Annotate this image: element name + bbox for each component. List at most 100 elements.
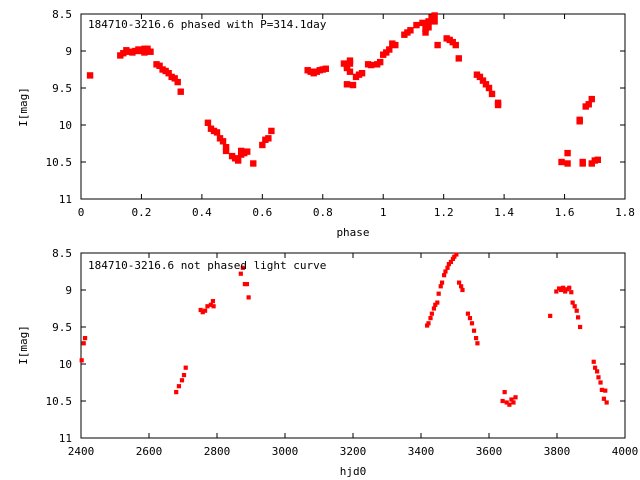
data-point bbox=[467, 316, 473, 321]
data-point bbox=[219, 138, 227, 145]
data-point bbox=[211, 304, 216, 309]
data-point bbox=[174, 78, 181, 86]
data-point bbox=[570, 300, 575, 305]
data-point bbox=[574, 308, 579, 313]
phased-light-curve-plot: 0 0.2 0.4 0.6 0.8 1 1.2 1.4 1.6 1.8 8.5 9 9.5 10 10.5 1… bbox=[17, 8, 635, 239]
data-point bbox=[599, 387, 604, 392]
data-point bbox=[603, 388, 608, 393]
data-point bbox=[502, 390, 507, 395]
x-tick-label: 0 bbox=[78, 206, 85, 219]
data-point bbox=[563, 289, 568, 294]
data-point bbox=[377, 58, 384, 66]
data-point bbox=[465, 311, 471, 316]
x-tick-label: 2600 bbox=[136, 445, 163, 458]
x-tick-label: 0.6 bbox=[252, 206, 272, 219]
data-point bbox=[588, 95, 595, 103]
x-tick-label: 2800 bbox=[204, 445, 231, 458]
data-point bbox=[455, 55, 462, 62]
data-point bbox=[428, 316, 433, 321]
data-point bbox=[585, 101, 592, 108]
x-tick-label: 3600 bbox=[476, 445, 503, 458]
data-point bbox=[446, 262, 451, 267]
data-point bbox=[598, 380, 603, 385]
data-point bbox=[425, 323, 430, 328]
data-point bbox=[500, 398, 505, 404]
data-points bbox=[79, 252, 609, 407]
data-point bbox=[147, 48, 154, 55]
axis-ticks: 2400 2600 2800 3000 3200 3400 3600 3800 4000 8.5 9… bbox=[46, 247, 639, 458]
data-point bbox=[358, 70, 366, 77]
data-point bbox=[475, 341, 480, 346]
data-point bbox=[265, 135, 272, 142]
y-tick-label: 11 bbox=[59, 193, 72, 206]
data-point bbox=[482, 81, 490, 88]
data-point bbox=[413, 21, 420, 29]
y-tick-label: 10 bbox=[59, 358, 72, 371]
x-tick-label: 4000 bbox=[612, 445, 639, 458]
x-tick-label: 3200 bbox=[340, 445, 367, 458]
data-point bbox=[507, 402, 512, 407]
data-point bbox=[471, 328, 477, 333]
data-point bbox=[513, 395, 518, 400]
data-point bbox=[426, 321, 431, 326]
data-point bbox=[456, 280, 462, 285]
x-tick-label: 3000 bbox=[272, 445, 299, 458]
plot-title: 184710-3216.6 phased with P=314.1day bbox=[88, 18, 327, 31]
data-point bbox=[82, 336, 88, 341]
data-point bbox=[203, 308, 208, 313]
data-point bbox=[554, 289, 559, 294]
data-point bbox=[176, 384, 182, 389]
data-point bbox=[213, 129, 221, 136]
data-point bbox=[558, 287, 564, 293]
y-tick-label: 9.5 bbox=[52, 82, 72, 95]
data-point bbox=[476, 73, 484, 81]
data-point bbox=[504, 400, 509, 405]
data-point bbox=[443, 269, 448, 274]
plot-frame bbox=[80, 13, 626, 200]
data-point bbox=[509, 397, 514, 402]
data-point bbox=[392, 41, 399, 49]
data-point bbox=[473, 336, 479, 341]
data-point bbox=[419, 19, 426, 27]
data-point bbox=[346, 60, 354, 67]
x-tick-label: 1.6 bbox=[555, 206, 575, 219]
x-tick-label: 1.8 bbox=[615, 206, 635, 219]
data-point bbox=[343, 64, 351, 72]
data-point bbox=[181, 373, 187, 378]
data-point bbox=[558, 158, 565, 166]
data-point bbox=[210, 299, 216, 304]
data-point bbox=[431, 18, 438, 25]
data-point bbox=[81, 341, 86, 346]
x-axis-label: hjd0 bbox=[340, 465, 367, 478]
x-tick-label: 1 bbox=[380, 206, 387, 219]
data-point bbox=[460, 287, 465, 293]
data-point bbox=[576, 116, 583, 124]
data-point bbox=[322, 65, 329, 72]
data-point bbox=[79, 358, 84, 363]
data-point bbox=[433, 302, 438, 307]
data-point bbox=[561, 285, 566, 290]
data-point bbox=[425, 18, 432, 25]
data-point bbox=[205, 304, 210, 309]
data-point bbox=[601, 396, 607, 401]
y-tick-label: 10.5 bbox=[46, 395, 73, 408]
data-point bbox=[592, 365, 598, 370]
data-point bbox=[435, 300, 440, 305]
data-point bbox=[268, 127, 275, 135]
data-point bbox=[177, 88, 184, 95]
data-point bbox=[434, 41, 441, 49]
data-point bbox=[431, 306, 437, 311]
x-tick-label: 3400 bbox=[408, 445, 435, 458]
data-point bbox=[174, 390, 179, 395]
data-point bbox=[595, 369, 600, 374]
data-point bbox=[222, 144, 230, 151]
data-point bbox=[439, 280, 445, 285]
data-point bbox=[425, 24, 432, 31]
data-point bbox=[450, 256, 456, 262]
x-tick-label: 0.8 bbox=[313, 206, 333, 219]
data-point bbox=[422, 29, 429, 36]
y-axis-label: I[mag] bbox=[17, 325, 30, 365]
data-point bbox=[575, 315, 581, 320]
data-point bbox=[572, 304, 577, 309]
plot-title: 184710-3216.6 not phased light curve bbox=[88, 259, 326, 272]
